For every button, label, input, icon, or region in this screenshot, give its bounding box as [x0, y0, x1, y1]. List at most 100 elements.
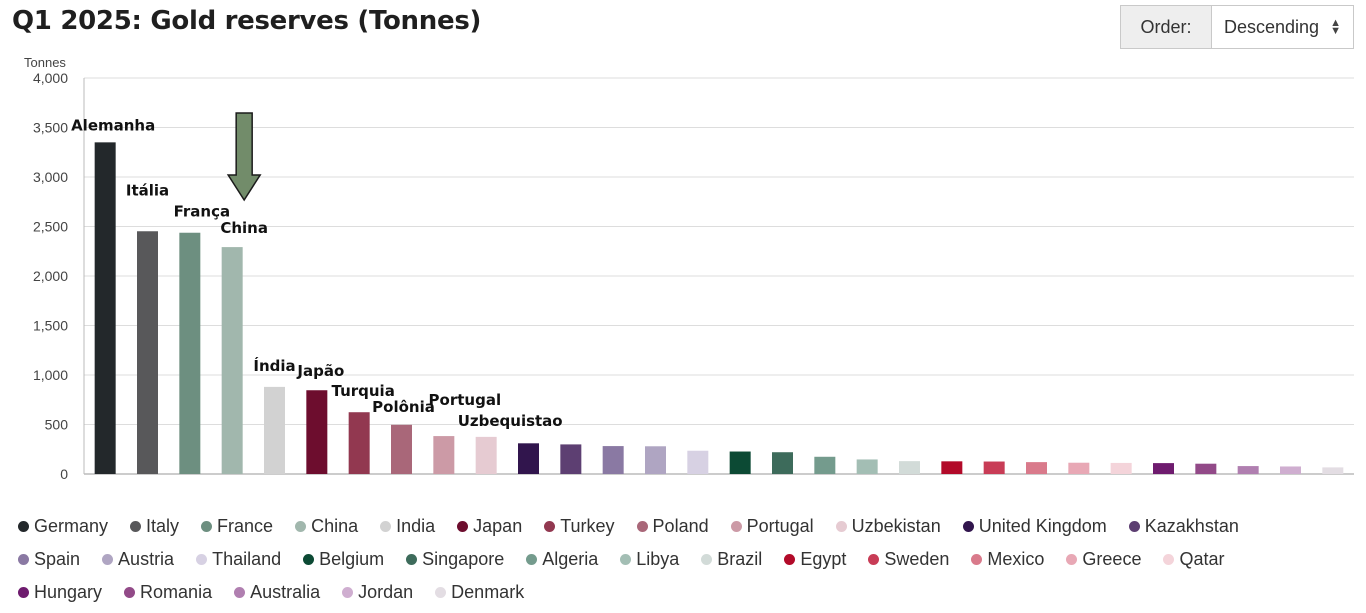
legend-item[interactable]: Denmark	[435, 582, 524, 603]
order-select[interactable]: Descending ▲ ▼	[1212, 6, 1353, 48]
legend-label: Qatar	[1179, 549, 1225, 569]
bar-japan	[306, 390, 328, 474]
y-tick-label: 0	[60, 466, 68, 482]
legend-label: Algeria	[542, 549, 599, 569]
legend-item[interactable]: Hungary	[18, 582, 102, 603]
legend-item[interactable]: Kazakhstan	[1128, 516, 1239, 537]
legend-swatch	[971, 554, 983, 565]
legend-swatch	[234, 587, 246, 598]
legend-item[interactable]: India	[380, 516, 435, 537]
down-arrow-icon	[226, 112, 262, 202]
legend-swatch	[1128, 521, 1140, 532]
legend-item[interactable]: United Kingdom	[962, 516, 1107, 537]
legend-swatch	[18, 554, 29, 565]
legend-item[interactable]: Germany	[18, 516, 108, 537]
order-control: Order: Descending ▲ ▼	[1120, 5, 1354, 49]
legend-swatch	[380, 521, 392, 532]
bar-brazil	[899, 461, 920, 474]
bar-annotation: Portugal	[429, 391, 502, 409]
bar-annotation: Turquia	[331, 382, 394, 400]
bar-spain	[602, 446, 624, 474]
legend-swatch	[124, 587, 136, 598]
legend-label: Turkey	[560, 516, 615, 536]
legend-swatch	[435, 587, 447, 598]
bar-turkey	[348, 412, 370, 474]
bar-hungary	[1153, 463, 1174, 474]
bar-italy	[137, 231, 158, 474]
legend-item[interactable]: Austria	[102, 549, 174, 570]
legend-label: Greece	[1082, 549, 1142, 569]
legend-swatch	[1163, 554, 1175, 565]
legend-item[interactable]: Thailand	[196, 549, 281, 570]
legend-item[interactable]: Turkey	[544, 516, 615, 537]
legend-label: France	[217, 516, 274, 536]
legend-swatch	[620, 554, 632, 565]
legend-swatch	[457, 521, 469, 532]
legend-item[interactable]: Algeria	[526, 549, 598, 570]
bar-algeria	[814, 456, 836, 474]
legend-swatch	[1066, 554, 1078, 565]
bar-india	[264, 386, 285, 474]
legend-label: Kazakhstan	[1144, 516, 1239, 536]
legend-label: Australia	[250, 582, 321, 602]
sort-arrows-icon: ▲ ▼	[1330, 17, 1341, 37]
bar-annotation: Itália	[126, 181, 169, 199]
bar-annotation: Polônia	[372, 398, 435, 416]
bar-annotation: França	[174, 203, 231, 221]
legend-swatch	[835, 521, 847, 532]
legend-item[interactable]: France	[201, 516, 273, 537]
y-tick-label: 500	[45, 417, 69, 433]
bar-austria	[645, 446, 666, 474]
legend-item[interactable]: Singapore	[406, 549, 504, 570]
bar-annotation: China	[220, 219, 268, 237]
legend-item[interactable]: Mexico	[971, 549, 1044, 570]
legend-label: Japan	[473, 516, 523, 536]
legend-row: Hungary Romania Australia Jordan Denmark	[18, 576, 1358, 609]
bar-denmark	[1322, 467, 1344, 474]
legend-label: Sweden	[884, 549, 950, 569]
legend-item[interactable]: China	[295, 516, 358, 537]
legend-swatch	[130, 521, 142, 532]
bar-australia	[1237, 466, 1259, 474]
bar-jordan	[1280, 466, 1301, 474]
legend-item[interactable]: Romania	[124, 582, 212, 603]
bar-belgium	[729, 451, 751, 474]
legend-label: Austria	[118, 549, 175, 569]
y-tick-label: 1,500	[33, 318, 68, 334]
legend-item[interactable]: Belgium	[303, 549, 384, 570]
legend-label: Libya	[636, 549, 680, 569]
legend-label: Poland	[652, 516, 709, 536]
legend-label: United Kingdom	[978, 516, 1107, 536]
legend-item[interactable]: Jordan	[342, 582, 413, 603]
legend-item[interactable]: Japan	[457, 516, 522, 537]
bar-portugal	[433, 436, 455, 474]
legend-item[interactable]: Spain	[18, 549, 80, 570]
bar-sweden	[983, 461, 1005, 474]
legend-swatch	[962, 521, 974, 532]
bar-annotation: Uzbequistao	[458, 412, 563, 430]
legend-item[interactable]: Poland	[636, 516, 709, 537]
legend-label: Portugal	[746, 516, 814, 536]
bar-greece	[1068, 462, 1090, 474]
legend-item[interactable]: Libya	[620, 549, 679, 570]
legend-item[interactable]: Egypt	[784, 549, 846, 570]
legend-label: Uzbekistan	[851, 516, 941, 536]
legend-item[interactable]: Brazil	[701, 549, 762, 570]
legend-row: Spain Austria Thailand Belgium Singapore Alge…	[18, 543, 1358, 576]
bar-annotation: Japão	[296, 362, 344, 380]
bar-singapore	[772, 452, 793, 474]
legend-item[interactable]: Uzbekistan	[835, 516, 941, 537]
legend-item[interactable]: Italy	[130, 516, 179, 537]
order-selected-value: Descending	[1224, 16, 1320, 37]
legend-item[interactable]: Qatar	[1163, 549, 1224, 570]
bar-qatar	[1110, 462, 1132, 474]
bar-poland	[391, 424, 412, 474]
legend-item[interactable]: Portugal	[730, 516, 814, 537]
legend-item[interactable]: Sweden	[868, 549, 949, 570]
legend-label: Spain	[34, 549, 81, 569]
legend-item[interactable]: Greece	[1066, 549, 1141, 570]
bar-annotation: Índia	[253, 356, 295, 375]
legend-item[interactable]: Australia	[234, 582, 320, 603]
y-tick-label: 4,000	[33, 70, 68, 86]
legend-swatch	[18, 521, 29, 532]
